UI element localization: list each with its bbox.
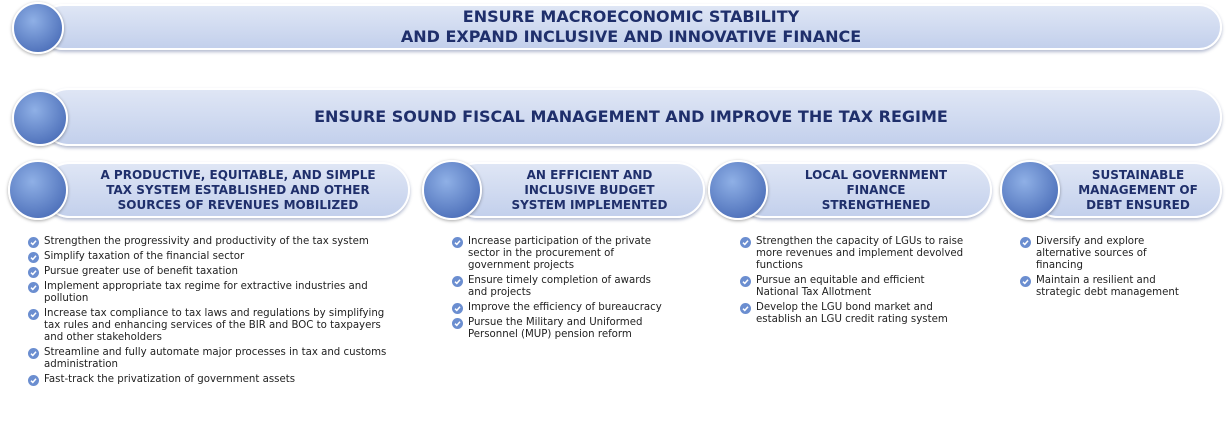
banner-title: ENSURE MACROECONOMIC STABILITY — [463, 7, 799, 27]
bullet-item: Maintain a resilient and strategic debt … — [1020, 275, 1190, 299]
bullet-item: Implement appropriate tax regime for ext… — [28, 281, 398, 305]
bullet-item: Pursue an equitable and efficient Nation… — [740, 275, 965, 299]
bullet-item: Ensure timely completion of awards and p… — [452, 275, 667, 299]
icon — [1000, 160, 1060, 220]
bullet-item: Improve the efficiency of bureaucracy — [452, 302, 667, 314]
check-icon — [28, 252, 39, 263]
bullet-item: Strengthen the capacity of LGUs to raise… — [740, 236, 965, 272]
bullet-item: Strengthen the progressivity and product… — [28, 236, 398, 248]
column-title: AN EFFICIENT AND — [527, 168, 653, 183]
bullet-item: Develop the LGU bond market and establis… — [740, 302, 965, 326]
icon — [708, 160, 768, 220]
check-icon — [1020, 237, 1031, 248]
column-title: INCLUSIVE BUDGET — [524, 183, 654, 198]
column-title: A PRODUCTIVE, EQUITABLE, AND SIMPLE — [100, 168, 375, 183]
check-icon — [740, 276, 751, 287]
bullet-text: Pursue an equitable and efficient Nation… — [756, 275, 925, 298]
bullet-text: Streamline and fully automate major proc… — [44, 347, 386, 370]
column-title: SOURCES OF REVENUES MOBILIZED — [118, 198, 359, 213]
check-icon — [28, 267, 39, 278]
check-icon — [452, 276, 463, 287]
bullet-text: Simplify taxation of the financial secto… — [44, 251, 244, 262]
bullet-text: Strengthen the progressivity and product… — [44, 236, 369, 247]
bullet-text: Develop the LGU bond market and establis… — [756, 302, 948, 325]
bullet-item: Pursue the Military and Uniformed Person… — [452, 317, 667, 341]
bullet-item: Increase tax compliance to tax laws and … — [28, 308, 398, 344]
check-icon — [452, 237, 463, 248]
column-title: TAX SYSTEM ESTABLISHED AND OTHER — [106, 183, 369, 198]
column-title: SYSTEM IMPLEMENTED — [511, 198, 667, 213]
bullet-item: Diversify and explore alternative source… — [1020, 236, 1190, 272]
icon — [8, 160, 68, 220]
banner: ENSURE SOUND FISCAL MANAGEMENT AND IMPRO… — [40, 88, 1222, 146]
bullet-item: Pursue greater use of benefit taxation — [28, 266, 398, 278]
icon — [422, 160, 482, 220]
column-title: MANAGEMENT OF — [1078, 183, 1198, 198]
icon — [12, 90, 68, 146]
check-icon — [28, 237, 39, 248]
check-icon — [28, 348, 39, 359]
page: ENSURE MACROECONOMIC STABILITYAND EXPAND… — [0, 0, 1228, 432]
check-icon — [740, 237, 751, 248]
bullet-text: Maintain a resilient and strategic debt … — [1036, 275, 1179, 298]
bullet-list: Increase participation of the private se… — [452, 236, 667, 344]
icon — [12, 2, 64, 54]
check-icon — [28, 309, 39, 320]
column-title: FINANCE — [846, 183, 905, 198]
bullet-text: Fast-track the privatization of governme… — [44, 374, 295, 385]
bullet-text: Pursue greater use of benefit taxation — [44, 266, 238, 277]
column-title: SUSTAINABLE — [1092, 168, 1184, 183]
check-icon — [1020, 276, 1031, 287]
bullet-list: Strengthen the capacity of LGUs to raise… — [740, 236, 965, 329]
bullet-text: Pursue the Military and Uniformed Person… — [468, 317, 642, 340]
check-icon — [452, 318, 463, 329]
bullet-text: Implement appropriate tax regime for ext… — [44, 281, 368, 304]
bullet-item: Increase participation of the private se… — [452, 236, 667, 272]
check-icon — [740, 303, 751, 314]
check-icon — [28, 282, 39, 293]
column-title: LOCAL GOVERNMENT — [805, 168, 947, 183]
banner-title: ENSURE SOUND FISCAL MANAGEMENT AND IMPRO… — [314, 107, 948, 127]
bullet-text: Ensure timely completion of awards and p… — [468, 275, 651, 298]
bullet-text: Increase participation of the private se… — [468, 236, 651, 271]
bullet-item: Streamline and fully automate major proc… — [28, 347, 398, 371]
bullet-text: Improve the efficiency of bureaucracy — [468, 302, 662, 313]
bullet-list: Strengthen the progressivity and product… — [28, 236, 398, 389]
column-title: DEBT ENSURED — [1086, 198, 1190, 213]
bullet-text: Diversify and explore alternative source… — [1036, 236, 1147, 271]
check-icon — [452, 303, 463, 314]
bullet-list: Diversify and explore alternative source… — [1020, 236, 1190, 302]
bullet-item: Simplify taxation of the financial secto… — [28, 251, 398, 263]
bullet-item: Fast-track the privatization of governme… — [28, 374, 398, 386]
check-icon — [28, 375, 39, 386]
bullet-text: Strengthen the capacity of LGUs to raise… — [756, 236, 963, 271]
column-title: STRENGTHENED — [822, 198, 931, 213]
bullet-text: Increase tax compliance to tax laws and … — [44, 308, 384, 343]
banner-title: AND EXPAND INCLUSIVE AND INNOVATIVE FINA… — [401, 27, 861, 47]
